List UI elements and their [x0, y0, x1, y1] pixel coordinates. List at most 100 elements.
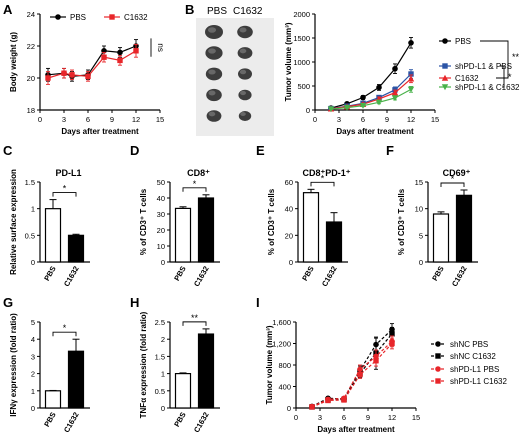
significance-marker: ns — [156, 43, 165, 51]
data-point — [389, 331, 395, 337]
x-tick-label: 6 — [342, 413, 346, 422]
significance-marker: ** — [191, 313, 199, 323]
bar-pbs — [432, 213, 450, 263]
bracket-line — [440, 182, 465, 187]
y-tick-label: 800 — [278, 361, 291, 370]
category-label: C1632 — [320, 265, 339, 289]
data-point — [359, 102, 367, 109]
data-point — [375, 99, 383, 106]
y-tick-label: 18 — [27, 106, 35, 115]
y-tick-label: 0 — [306, 106, 310, 115]
category-label: C1632 — [450, 265, 469, 289]
data-point — [360, 94, 366, 101]
tumor-image — [238, 89, 252, 101]
panel-letter-e: E — [256, 143, 265, 158]
y-tick-label: 40 — [285, 205, 293, 214]
bar-pbs — [302, 192, 320, 263]
tumor-highlight — [207, 27, 217, 33]
y-tick-label: 2.5 — [155, 318, 165, 327]
tumor-highlight — [240, 112, 246, 116]
tumor-highlight — [239, 27, 247, 33]
y-tick-label: 4 — [31, 335, 35, 344]
series-line — [330, 42, 412, 109]
significance-marker: * — [451, 174, 455, 184]
x-tick-label: 3 — [337, 115, 341, 124]
tumor-image — [206, 110, 222, 122]
y-axis-label: Body weight (g) — [9, 32, 18, 92]
bar-c1632 — [197, 197, 215, 263]
y-tick-label: 5 — [31, 318, 35, 327]
legend-label: shPD-L1 & PBS — [455, 62, 512, 71]
y-tick-label: 1500 — [293, 34, 310, 43]
y-tick-label: 500 — [297, 82, 310, 91]
bracket-line — [52, 331, 77, 337]
legend-marker — [435, 366, 441, 372]
legend-marker — [435, 353, 441, 359]
panel-letter-f: F — [386, 143, 394, 158]
tumor-highlight — [239, 69, 247, 75]
y-axis-label: Tumor volume (mm³) — [284, 22, 293, 101]
y-tick-label: 0 — [287, 404, 291, 413]
bracket-line — [182, 187, 207, 192]
y-tick-label: 0 — [419, 258, 423, 267]
bar-pbs — [44, 390, 62, 409]
y-tick-label: 50 — [157, 178, 165, 187]
panel-letter-i: I — [256, 295, 260, 310]
y-tick-label: 0.5 — [25, 231, 35, 240]
y-tick-label: 1.5 — [155, 352, 165, 361]
x-tick-label: 15 — [156, 115, 164, 124]
y-tick-label: 10 — [415, 205, 423, 214]
y-axis-label: IFNγ expression (fold ratio) — [9, 313, 18, 417]
data-point — [309, 404, 315, 410]
y-tick-label: 3 — [31, 352, 35, 361]
y-tick-label: 24 — [27, 10, 35, 19]
data-point — [85, 73, 91, 80]
series-line — [330, 73, 412, 110]
series-shpd-l1-c1632 — [327, 86, 415, 113]
tumor-photo: PBS C1632 — [196, 6, 274, 136]
y-tick-label: 1 — [31, 205, 35, 214]
panel-letter-a: A — [3, 2, 13, 17]
legend-marker — [435, 378, 441, 384]
series-line — [311, 333, 393, 408]
legend-label: C1632 — [124, 13, 148, 22]
x-tick-label: 0 — [313, 115, 317, 124]
data-point — [408, 40, 414, 46]
panel-letter-c: C — [3, 143, 13, 158]
significance-bracket: * — [52, 184, 77, 197]
legend-marker — [441, 84, 449, 91]
legend-label: shNC PBS — [450, 340, 488, 349]
y-axis-label: % of CD3⁺ T cells — [397, 188, 406, 255]
x-tick-label: 15 — [412, 413, 420, 422]
legend-marker — [109, 14, 115, 20]
significance-marker: * — [63, 323, 67, 333]
category-label: PBS — [430, 265, 446, 283]
category-label: PBS — [172, 411, 188, 429]
y-tick-label: 30 — [157, 210, 165, 219]
data-point — [101, 54, 107, 60]
y-tick-label: 400 — [278, 383, 291, 392]
y-tick-label: 22 — [27, 42, 35, 51]
data-point — [325, 397, 331, 404]
y-tick-label: 20 — [285, 231, 293, 240]
bar-c1632 — [67, 350, 85, 409]
photo-label-pbs: PBS — [207, 6, 227, 17]
bar-pbs — [174, 207, 192, 263]
series-line — [47, 50, 137, 79]
chart-pdl1: 0 0.5 1 1.5 Relative surface expression PBS C1… — [9, 168, 90, 288]
x-tick-label: 12 — [388, 413, 396, 422]
data-point — [133, 48, 139, 54]
legend-label: C1632 — [455, 74, 479, 83]
chart-title: PD-L1 — [55, 168, 81, 178]
y-axis-label: Relative surface expression — [9, 169, 18, 275]
y-tick-label: 60 — [285, 178, 293, 187]
y-axis-label: % of CD3⁺ T cells — [267, 188, 276, 255]
data-point — [117, 49, 123, 56]
y-tick-label: 20 — [27, 74, 35, 83]
data-point — [376, 84, 382, 91]
y-tick-label: 1 — [161, 370, 165, 379]
significance-marker: * — [63, 184, 67, 194]
